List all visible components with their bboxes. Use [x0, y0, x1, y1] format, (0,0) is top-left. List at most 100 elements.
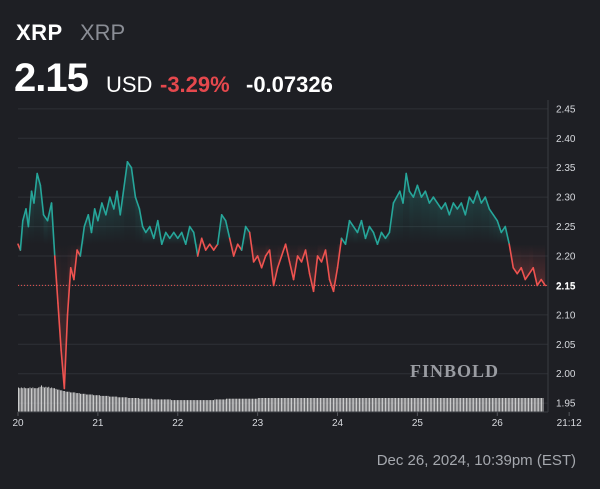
price-line-segment [352, 225, 359, 234]
volume-bar [399, 398, 401, 412]
volume-bar [444, 398, 446, 412]
volume-bar [18, 387, 19, 412]
price-line-segment [212, 243, 219, 251]
price-line-segment [308, 272, 315, 293]
volume-bar [200, 400, 201, 412]
volume-bar [506, 398, 508, 412]
volume-bar [103, 395, 105, 412]
area-fill-segment [465, 197, 470, 245]
volume-bar [478, 398, 480, 412]
volume-bar [386, 398, 388, 412]
volume-bar [526, 398, 528, 412]
volume-bars [18, 385, 544, 412]
volume-bar [490, 398, 492, 412]
volume-bar [110, 396, 112, 412]
volume-bar [64, 391, 66, 412]
volume-bar [367, 398, 369, 412]
volume-bar [150, 398, 152, 412]
volume-bar [324, 398, 326, 412]
x-tick-label: 20 [12, 418, 24, 429]
area-fill-segment [481, 197, 486, 245]
volume-bar [228, 398, 230, 412]
area-fill-segment [177, 232, 182, 245]
volume-bar [182, 400, 184, 412]
volume-bar [516, 398, 518, 412]
volume-bar [539, 398, 541, 412]
volume-bar [198, 400, 200, 412]
volume-bar [249, 398, 251, 412]
volume-bar [48, 386, 50, 412]
area-fill-segment [289, 244, 294, 280]
area-fill-segment [117, 191, 121, 245]
volume-bar [504, 398, 506, 412]
price-line-segment [448, 202, 455, 216]
volume-bar [158, 399, 160, 412]
volume-bar [533, 398, 535, 412]
volume-bar [465, 398, 467, 412]
volume-bar [471, 398, 473, 412]
price-line-segment [172, 231, 179, 240]
volume-bar [412, 398, 414, 412]
volume-bar [343, 398, 345, 412]
volume-bar [532, 398, 534, 412]
volume-bar [22, 388, 24, 412]
volume-bar [357, 398, 359, 412]
price-line-segment [432, 196, 439, 204]
area-fill-segment [357, 220, 362, 245]
volume-bar [317, 398, 318, 412]
volume-bar [233, 398, 235, 412]
volume-bar [387, 398, 389, 412]
volume-bar [421, 398, 423, 412]
volume-bar [445, 398, 447, 412]
volume-bar [380, 398, 382, 412]
price-line-segment [344, 219, 351, 246]
price-line-segment [532, 266, 539, 287]
volume-bar [265, 398, 266, 412]
price-line-segment [520, 266, 527, 281]
volume-bar [210, 400, 212, 412]
volume-bar [87, 394, 89, 412]
x-tick-label: 25 [412, 418, 424, 429]
price-line-segment [123, 161, 129, 187]
price-line-segment [33, 172, 38, 204]
volume-bar [132, 398, 134, 412]
price-line-segment [93, 208, 99, 222]
area-fill-segment [473, 191, 478, 245]
area-fill-segment [521, 244, 526, 280]
volume-bar [356, 398, 358, 412]
asset-name: XRP [80, 20, 126, 45]
volume-bar [58, 389, 60, 412]
volume-bar [372, 398, 373, 412]
volume-bar [124, 397, 126, 412]
price-line-segment [138, 208, 144, 228]
volume-bar [185, 400, 187, 412]
volume-bar [123, 397, 125, 412]
volume-bar [299, 398, 301, 412]
volume-bar [62, 391, 64, 412]
area-fill-segment [135, 197, 140, 245]
area-fill-segment [485, 197, 490, 245]
volume-bar [227, 398, 229, 412]
volume-bar [389, 398, 391, 412]
volume-bar [435, 398, 437, 412]
area-fill-segment [537, 244, 542, 286]
price-line-segment [97, 202, 103, 222]
area-fill-segment [433, 197, 438, 245]
area-fill-segment [353, 226, 358, 245]
price-line-segment [436, 202, 443, 210]
volume-bar [59, 390, 61, 412]
price-line-segment [113, 190, 118, 210]
price-line-segment [73, 249, 78, 281]
volume-bar [237, 398, 239, 412]
volume-bar [234, 398, 236, 412]
volume-bar [398, 398, 399, 412]
volume-bar [42, 386, 44, 412]
volume-bar [523, 398, 525, 412]
area-fill-segment [409, 191, 414, 245]
volume-bar [301, 398, 303, 412]
volume-bar [286, 398, 288, 412]
volume-bar [162, 399, 164, 412]
price-line-segment [300, 249, 307, 263]
volume-bar [101, 395, 103, 412]
volume-bar [353, 398, 355, 412]
